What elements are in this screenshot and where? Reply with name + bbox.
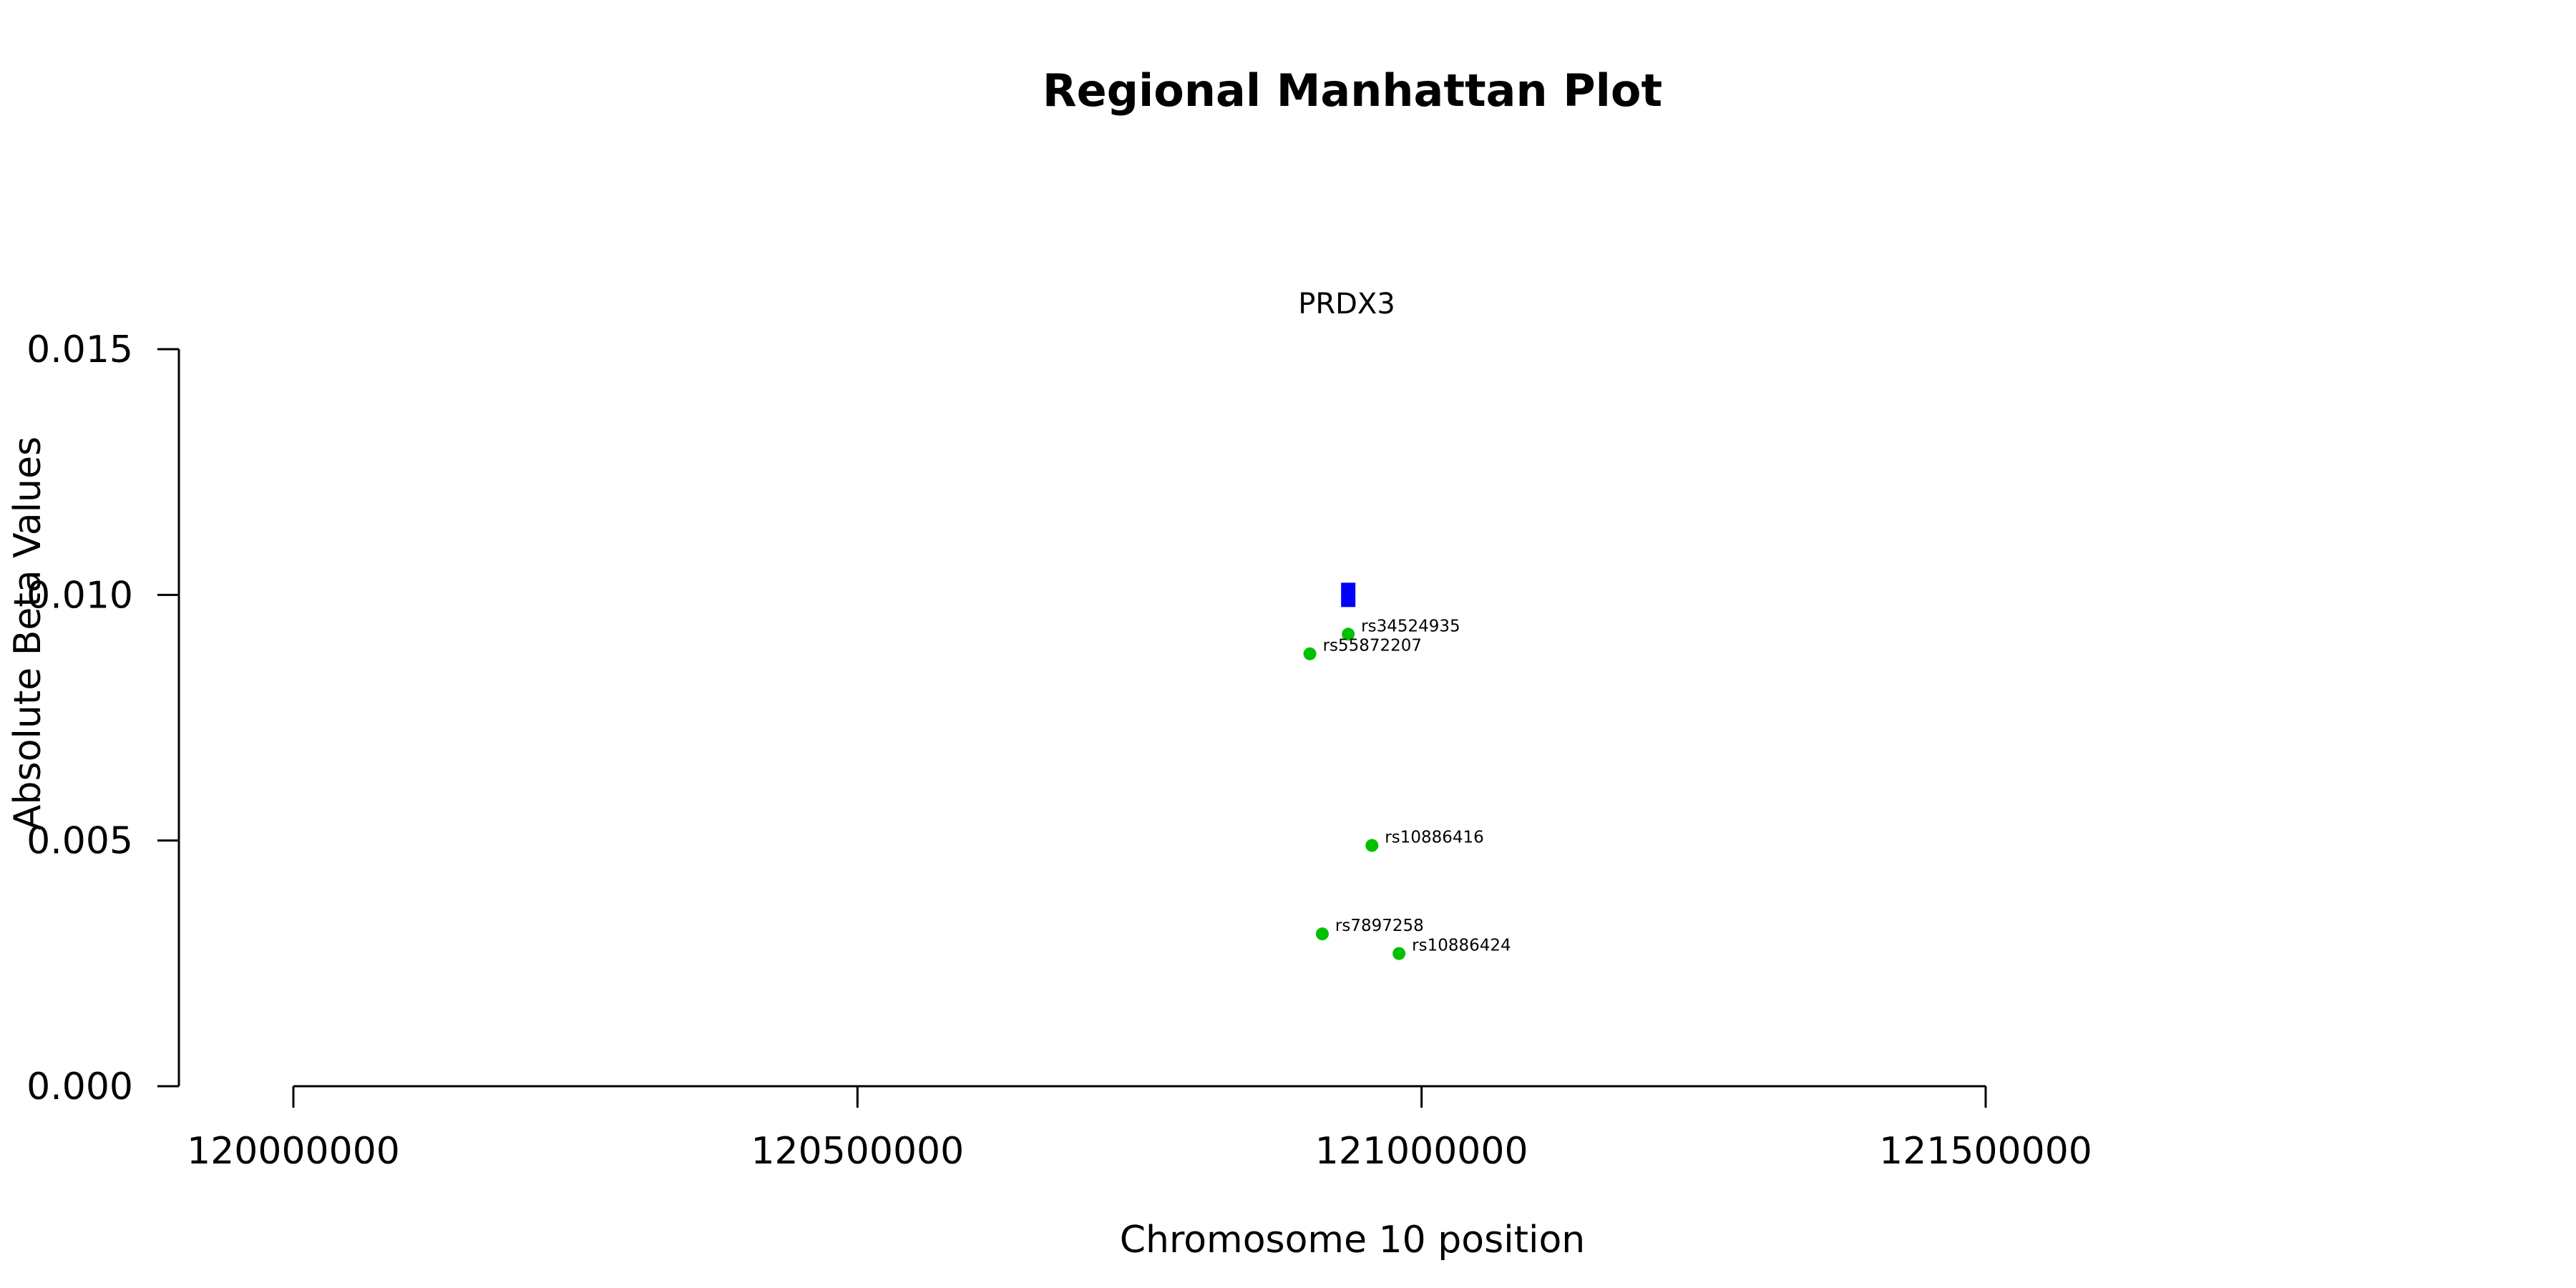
y-axis-label: Absolute Beta Values: [6, 436, 49, 830]
y-tick-label: 0.005: [26, 820, 133, 863]
gene-label: PRDX3: [1298, 288, 1395, 321]
y-tick-label: 0.010: [26, 574, 133, 617]
x-axis-label: Chromosome 10 position: [1120, 1219, 1586, 1262]
x-tick-label: 120500000: [751, 1130, 964, 1173]
axes: 0.000 0.005 0.010 0.015 120000000 120500000 12…: [26, 328, 2092, 1173]
snp-label: rs34524935: [1361, 617, 1460, 635]
snp-label: rs55872207: [1323, 637, 1423, 655]
snp-label: rs7897258: [1335, 917, 1424, 935]
snp-point: [1365, 839, 1379, 852]
snp-point: [1315, 927, 1329, 941]
snp-point: [1342, 628, 1355, 641]
snp-label: rs10886424: [1412, 937, 1511, 955]
snp-label: rs10886416: [1385, 829, 1484, 847]
chart-marks: rs34524935 rs55872207 rs10886416 rs7897258 r…: [1303, 582, 1511, 960]
y-tick-label: 0.000: [26, 1065, 133, 1108]
y-tick-label: 0.015: [26, 328, 133, 371]
snp-point: [1303, 647, 1317, 660]
x-tick-label: 121000000: [1315, 1130, 1528, 1173]
x-tick-label: 121500000: [1879, 1130, 2092, 1173]
chart-title: Regional Manhattan Plot: [1043, 64, 1662, 117]
snp-point: [1392, 947, 1406, 960]
gene-marker: [1341, 582, 1356, 608]
x-tick-label: 120000000: [187, 1130, 400, 1173]
